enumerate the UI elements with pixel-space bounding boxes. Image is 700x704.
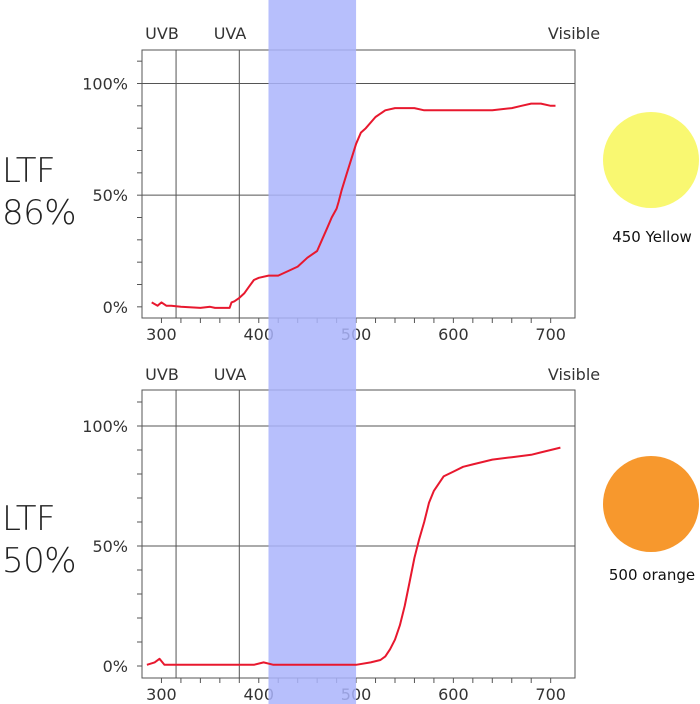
x-tick-label: 700 — [535, 685, 566, 704]
x-tick-label: 300 — [146, 325, 177, 344]
region-label: UVB — [145, 24, 179, 43]
swatch-yellow-label: 450 Yellow — [612, 228, 692, 246]
chart-panel-0: 0%50%100%UVBUVAVisible300400500600700 — [82, 24, 600, 344]
y-tick-label: 50% — [92, 537, 128, 556]
plot-frame — [141, 389, 576, 679]
x-tick-label: 700 — [535, 325, 566, 344]
swatch-orange-icon — [603, 456, 699, 552]
x-tick-label: 400 — [243, 685, 274, 704]
region-label: UVA — [214, 365, 247, 384]
ltf-label-top-line2: 86% — [2, 193, 77, 233]
plot-frame — [141, 49, 576, 319]
y-tick-label: 0% — [103, 657, 128, 676]
y-tick-label: 100% — [82, 417, 128, 436]
ltf-label-top-line1: LTF — [2, 151, 56, 191]
transmission-line-0 — [146, 446, 561, 666]
x-tick-label: 600 — [438, 325, 469, 344]
ltf-label-top: LTF 86% — [2, 150, 77, 234]
highlight-band — [268, 0, 357, 704]
region-label: Visible — [548, 365, 600, 384]
transmission-line-0 — [151, 102, 556, 309]
y-tick-label: 50% — [92, 186, 128, 205]
ltf-label-bottom: LTF 50% — [2, 498, 77, 582]
swatch-yellow-icon — [603, 112, 699, 208]
ltf-label-bottom-line2: 50% — [2, 541, 77, 581]
y-tick-label: 100% — [82, 75, 128, 94]
swatch-orange-label: 500 orange — [608, 566, 696, 584]
x-tick-label: 300 — [146, 685, 177, 704]
x-tick-label: 600 — [438, 685, 469, 704]
region-label: UVA — [214, 24, 247, 43]
region-label: Visible — [548, 24, 600, 43]
region-label: UVB — [145, 365, 179, 384]
x-tick-label: 400 — [243, 325, 274, 344]
y-tick-label: 0% — [103, 298, 128, 317]
ltf-label-bottom-line1: LTF — [2, 499, 56, 539]
